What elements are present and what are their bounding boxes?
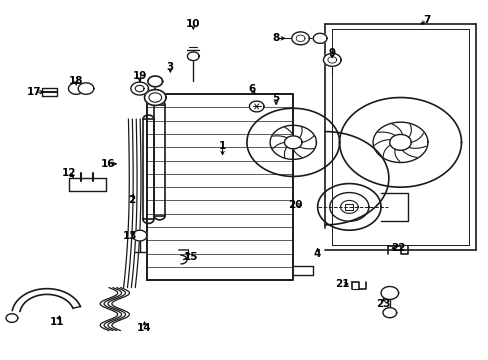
Text: 10: 10 xyxy=(185,19,200,29)
Polygon shape xyxy=(340,201,357,213)
Polygon shape xyxy=(187,52,199,60)
Text: 23: 23 xyxy=(375,299,390,309)
Text: 8: 8 xyxy=(272,33,279,43)
Text: 14: 14 xyxy=(137,323,152,333)
Polygon shape xyxy=(249,101,264,112)
Text: 12: 12 xyxy=(61,168,76,178)
Text: 16: 16 xyxy=(101,159,115,169)
Text: 18: 18 xyxy=(69,76,83,86)
Polygon shape xyxy=(284,136,302,149)
Text: 22: 22 xyxy=(390,243,405,253)
Text: 7: 7 xyxy=(423,15,430,26)
Text: 20: 20 xyxy=(288,200,303,210)
Text: 2: 2 xyxy=(127,195,135,205)
Polygon shape xyxy=(144,90,165,105)
Text: 4: 4 xyxy=(313,248,321,258)
Polygon shape xyxy=(132,230,147,241)
Text: 11: 11 xyxy=(49,317,64,327)
Text: 17: 17 xyxy=(26,87,41,97)
Text: 19: 19 xyxy=(132,71,146,81)
Text: 1: 1 xyxy=(219,141,226,151)
Text: 5: 5 xyxy=(272,93,279,103)
Polygon shape xyxy=(380,287,398,300)
Polygon shape xyxy=(291,32,309,45)
Polygon shape xyxy=(78,83,94,94)
Text: 15: 15 xyxy=(183,252,198,262)
Text: 13: 13 xyxy=(122,231,137,240)
Polygon shape xyxy=(382,308,396,318)
Text: 21: 21 xyxy=(334,279,348,289)
Polygon shape xyxy=(313,33,326,43)
Text: 9: 9 xyxy=(328,48,335,58)
Polygon shape xyxy=(389,134,410,150)
Polygon shape xyxy=(6,314,18,322)
Text: 3: 3 xyxy=(166,62,174,72)
Polygon shape xyxy=(68,83,84,94)
Text: 6: 6 xyxy=(248,84,255,94)
Polygon shape xyxy=(131,82,148,95)
Polygon shape xyxy=(148,76,162,87)
Polygon shape xyxy=(323,53,340,66)
